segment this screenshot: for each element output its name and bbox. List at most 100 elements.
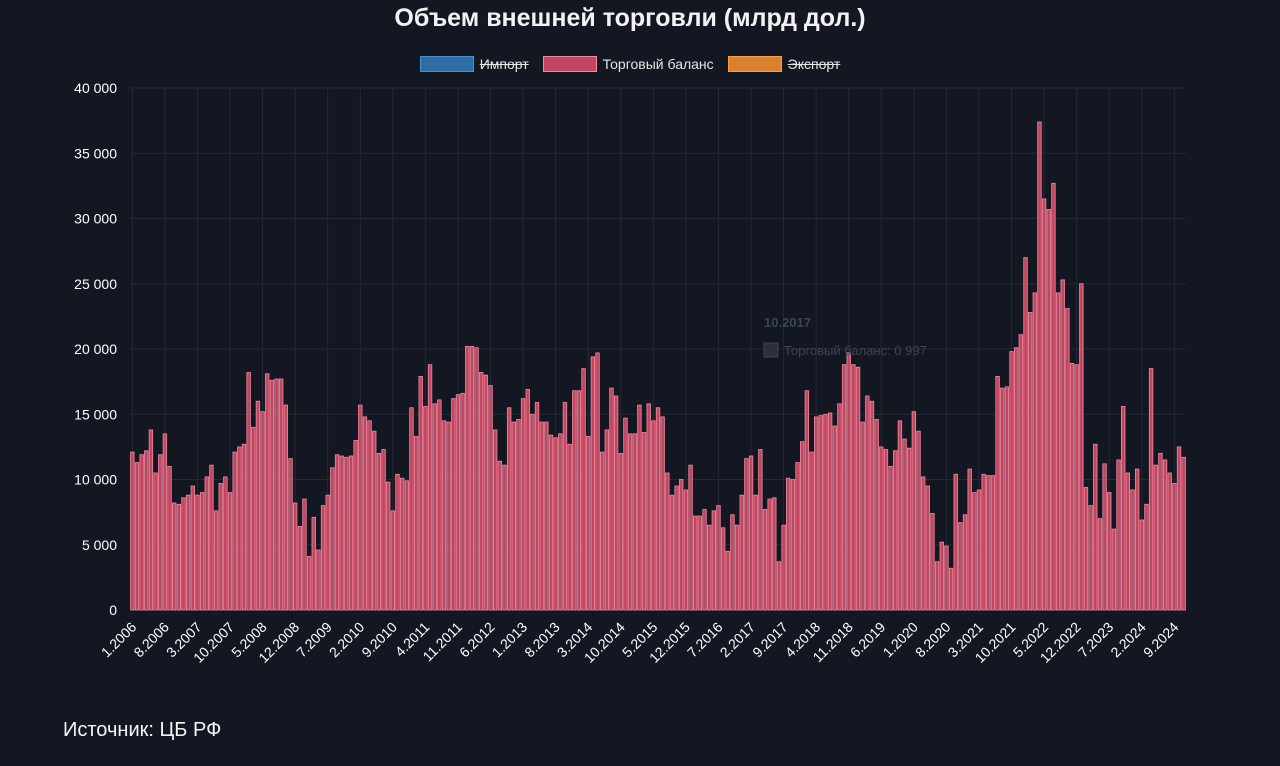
bar-trade-balance[interactable]: [353, 439, 358, 611]
bar-trade-balance[interactable]: [265, 373, 270, 611]
bar-trade-balance[interactable]: [446, 421, 451, 611]
bar-trade-balance[interactable]: [646, 403, 651, 611]
bar-trade-balance[interactable]: [716, 505, 721, 611]
bar-trade-balance[interactable]: [395, 473, 400, 611]
bar-trade-balance[interactable]: [609, 387, 614, 611]
bar-trade-balance[interactable]: [1014, 347, 1019, 611]
bar-trade-balance[interactable]: [921, 476, 926, 611]
bar-trade-balance[interactable]: [962, 514, 968, 611]
bar-trade-balance[interactable]: [134, 462, 140, 611]
bar-trade-balance[interactable]: [316, 549, 321, 611]
bar-trade-balance[interactable]: [1000, 387, 1005, 611]
legend-item-trade-balance[interactable]: Торговый баланс: [542, 56, 714, 72]
bar-trade-balance[interactable]: [297, 526, 302, 611]
bar-trade-balance[interactable]: [883, 449, 889, 611]
bar-trade-balance[interactable]: [707, 524, 712, 611]
bar-trade-balance[interactable]: [1134, 468, 1140, 611]
bar-trade-balance[interactable]: [130, 451, 135, 611]
bar-trade-balance[interactable]: [702, 509, 707, 611]
bar-trade-balance[interactable]: [255, 400, 261, 611]
bar-trade-balance[interactable]: [1088, 505, 1093, 611]
bar-trade-balance[interactable]: [767, 498, 772, 611]
bar-trade-balance[interactable]: [237, 446, 242, 611]
bar-trade-balance[interactable]: [902, 438, 907, 611]
bar-trade-balance[interactable]: [544, 421, 549, 611]
bar-trade-balance[interactable]: [953, 473, 958, 611]
bar-trade-balance[interactable]: [525, 389, 530, 611]
bar-trade-balance[interactable]: [251, 426, 256, 611]
bar-trade-balance[interactable]: [869, 400, 875, 611]
bar-trade-balance[interactable]: [683, 489, 689, 611]
bar-trade-balance[interactable]: [1111, 528, 1117, 611]
bar-trade-balance[interactable]: [339, 455, 344, 611]
bar-trade-balance[interactable]: [413, 436, 419, 611]
bar-trade-balance[interactable]: [502, 464, 507, 611]
bar-trade-balance[interactable]: [720, 527, 726, 611]
bar-trade-balance[interactable]: [725, 550, 730, 611]
bar-trade-balance[interactable]: [530, 413, 535, 611]
bar-trade-balance[interactable]: [516, 419, 521, 611]
bar-trade-balance[interactable]: [888, 466, 893, 611]
bar-trade-balance[interactable]: [506, 407, 512, 611]
bar-trade-balance[interactable]: [693, 515, 698, 611]
bar-trade-balance[interactable]: [167, 466, 172, 611]
legend-item-export[interactable]: Экспорт: [727, 56, 840, 72]
bar-trade-balance[interactable]: [274, 378, 279, 611]
bar-trade-balance[interactable]: [209, 464, 214, 611]
bar-trade-balance[interactable]: [814, 416, 819, 611]
bar-trade-balance[interactable]: [553, 437, 558, 611]
bar-trade-balance[interactable]: [660, 416, 665, 611]
bar-trade-balance[interactable]: [246, 372, 251, 611]
bar-trade-balance[interactable]: [809, 451, 814, 611]
bar-trade-balance[interactable]: [739, 494, 744, 611]
bar-trade-balance[interactable]: [669, 494, 675, 611]
bar-trade-balance[interactable]: [1037, 121, 1042, 611]
bar-trade-balance[interactable]: [497, 460, 502, 611]
bar-trade-balance[interactable]: [241, 443, 247, 611]
bar-trade-balance[interactable]: [1004, 386, 1010, 611]
bar-trade-balance[interactable]: [865, 395, 870, 611]
bar-trade-balance[interactable]: [948, 567, 954, 611]
bar-trade-balance[interactable]: [195, 494, 200, 611]
bar-trade-balance[interactable]: [879, 446, 884, 611]
bar-trade-balance[interactable]: [827, 412, 833, 611]
bar-trade-balance[interactable]: [939, 541, 944, 611]
bar-trade-balance[interactable]: [223, 476, 228, 611]
bar-trade-balance[interactable]: [218, 483, 223, 611]
bar-trade-balance[interactable]: [311, 516, 316, 611]
bar-trade-balance[interactable]: [511, 421, 516, 611]
bar-trade-balance[interactable]: [916, 430, 921, 611]
bar-trade-balance[interactable]: [260, 411, 265, 611]
bar-trade-balance[interactable]: [581, 368, 586, 611]
bar-trade-balance[interactable]: [441, 420, 447, 611]
bar-trade-balance[interactable]: [1167, 472, 1172, 611]
bar-trade-balance[interactable]: [162, 433, 168, 611]
bar-trade-balance[interactable]: [795, 462, 800, 611]
bar-trade-balance[interactable]: [651, 420, 656, 611]
bar-trade-balance[interactable]: [232, 451, 237, 611]
bar-trade-balance[interactable]: [1018, 334, 1024, 611]
bar-trade-balance[interactable]: [279, 378, 284, 611]
bar-trade-balance[interactable]: [172, 502, 177, 611]
bar-trade-balance[interactable]: [1148, 368, 1154, 611]
bar-trade-balance[interactable]: [860, 421, 865, 611]
bar-trade-balance[interactable]: [1060, 279, 1065, 611]
bar-trade-balance[interactable]: [306, 556, 312, 611]
bar-trade-balance[interactable]: [846, 352, 851, 611]
bar-trade-balance[interactable]: [1102, 463, 1107, 611]
bar-trade-balance[interactable]: [269, 379, 275, 611]
bar-trade-balance[interactable]: [372, 430, 377, 611]
bar-trade-balance[interactable]: [451, 398, 456, 611]
bar-trade-balance[interactable]: [437, 399, 442, 611]
bar-trade-balance[interactable]: [641, 432, 647, 611]
bar-trade-balance[interactable]: [911, 411, 917, 611]
bar-trade-balance[interactable]: [748, 455, 754, 611]
bar-trade-balance[interactable]: [386, 481, 391, 611]
bar-trade-balance[interactable]: [432, 403, 437, 611]
bar-trade-balance[interactable]: [944, 545, 949, 611]
bar-trade-balance[interactable]: [893, 450, 898, 611]
bar-trade-balance[interactable]: [637, 404, 642, 611]
bar-trade-balance[interactable]: [1027, 312, 1033, 611]
bar-trade-balance[interactable]: [474, 347, 479, 611]
bar-trade-balance[interactable]: [613, 395, 619, 611]
